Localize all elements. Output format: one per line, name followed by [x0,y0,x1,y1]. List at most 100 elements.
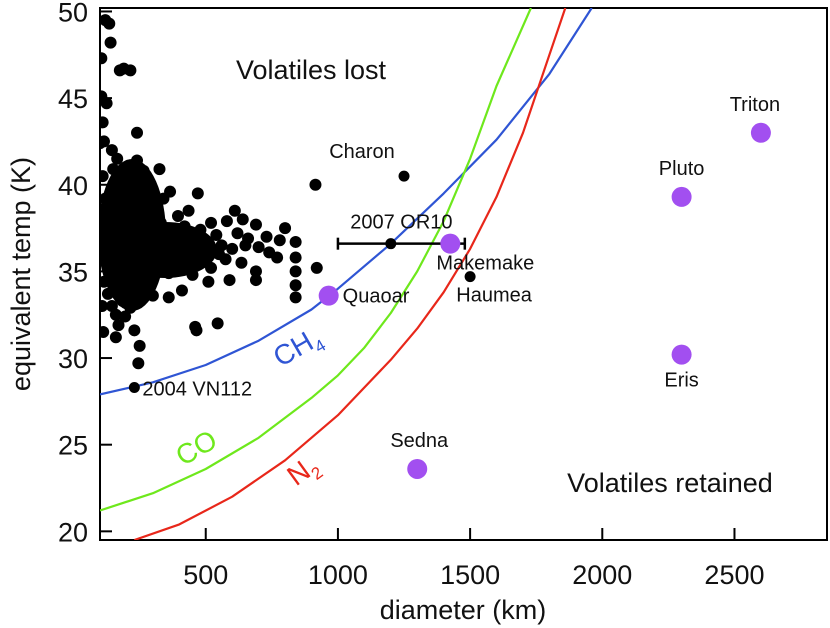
x-tick-label-2000: 2000 [572,560,632,590]
object-point-2007-or10 [385,238,397,250]
x-tick-label-500: 500 [183,560,228,590]
small-object-point [100,170,109,183]
small-object-point [109,331,122,344]
small-object-point [202,275,215,288]
y-tick-label-20: 20 [58,517,88,547]
small-object-point [199,237,212,250]
small-object-point [105,144,118,157]
small-object-point [219,253,232,266]
small-object-point [117,267,130,280]
small-object-point [100,116,109,129]
object-label-makemake: Makemake [436,253,534,275]
small-object-point [279,222,292,235]
small-object-point [105,300,118,313]
small-object-point [242,232,255,245]
curve-n2 [134,8,567,540]
small-object-point [134,293,147,306]
small-object-point [125,239,138,252]
small-object-point [131,196,144,209]
region-label-volatiles-lost: Volatiles lost [236,55,387,85]
small-object-point [210,229,223,242]
small-object-point [186,268,199,281]
small-object-point [235,256,248,269]
object-point-charon [398,170,410,182]
small-object-point [273,234,286,247]
small-object-point [112,282,125,295]
small-object-point [175,284,188,297]
object-point-eris [671,344,692,365]
small-object-point [101,287,114,300]
small-object-point [109,258,122,271]
object-label-2007-or10: 2007 OR10 [350,212,452,234]
small-object-point [112,319,125,332]
small-object-point [100,275,110,288]
small-object-point [289,279,302,292]
small-object-point [119,310,132,323]
object-point-pluto [671,186,692,207]
small-object-point [121,161,134,174]
object-label-eris: Eris [664,370,698,392]
small-object-point [310,261,323,274]
small-object-point [236,213,249,226]
small-object-point [191,187,204,200]
retention-curves [100,8,593,540]
small-object-point [100,52,108,65]
small-object-point [189,230,202,243]
small-object-point [249,274,262,287]
small-object-point [211,317,224,330]
y-tick-label-40: 40 [58,171,88,201]
small-object-point [289,251,302,264]
object-point-triton [750,122,771,143]
y-tick-label-35: 35 [58,257,88,287]
y-tick-label-25: 25 [58,431,88,461]
small-object-point [124,301,137,314]
small-object-point [137,164,150,177]
small-object-point [309,178,322,191]
y-tick-label-50: 50 [58,0,88,27]
small-object-point [164,185,177,198]
small-object-point [113,246,126,259]
small-object-point [100,213,106,226]
object-point-2004-vn112 [128,382,140,394]
x-tick-label-1500: 1500 [440,560,500,590]
small-objects [100,14,323,370]
labeled-objects: Triton Pluto Eris Sedna Quaoar Makemake Charon… [128,94,780,479]
small-object-point [144,242,157,255]
curve-co [100,8,532,512]
small-object-point [128,324,141,337]
object-label-quaoar: Quaoar [343,286,410,308]
small-object-point [223,274,236,287]
small-object-point [116,294,129,307]
small-object-point [145,182,158,195]
small-object-point [162,291,175,304]
small-object-point [271,251,284,264]
object-label-charon: Charon [329,141,395,163]
small-object-point [138,272,151,285]
small-object-point [220,215,233,228]
small-object-point [100,192,112,205]
object-point-sedna [407,458,428,479]
small-object-point [146,206,159,219]
x-tick-label-1000: 1000 [308,560,368,590]
small-object-point [103,17,116,30]
small-object-point [171,209,184,222]
small-object-point [182,204,195,217]
plot-frame [99,7,828,541]
small-object-point [252,241,265,254]
small-object-point [190,324,203,337]
small-object-point [100,135,110,148]
small-object-point [120,227,133,240]
small-object-point [153,163,166,176]
small-object-point [131,126,144,139]
small-object-point [132,357,145,370]
small-object-point [124,64,137,77]
object-point-quaoar [318,285,339,306]
small-object-point [107,229,120,242]
small-object-point [113,216,126,229]
small-object-point [168,246,181,259]
small-object-point [119,178,132,191]
small-object-point [249,218,262,231]
small-object-point [131,154,144,167]
object-point-haumea [464,271,476,283]
